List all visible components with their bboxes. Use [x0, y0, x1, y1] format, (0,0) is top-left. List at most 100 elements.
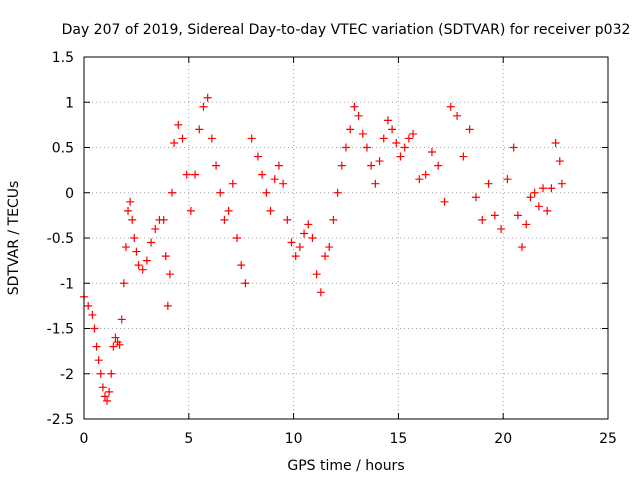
- data-point: [161, 252, 170, 261]
- data-point: [392, 138, 401, 147]
- data-point: [446, 102, 455, 111]
- data-point: [111, 333, 120, 342]
- data-point: [396, 152, 405, 161]
- data-point: [295, 243, 304, 252]
- data-point: [119, 279, 128, 288]
- data-point: [312, 270, 321, 279]
- data-point: [165, 270, 174, 279]
- data-point: [490, 211, 499, 220]
- data-point: [379, 134, 388, 143]
- data-point: [274, 161, 283, 170]
- data-point: [509, 143, 518, 152]
- data-point: [128, 215, 137, 224]
- x-tick-label: 15: [389, 431, 407, 447]
- data-point: [90, 324, 99, 333]
- data-point: [478, 215, 487, 224]
- data-point: [203, 93, 212, 102]
- data-point: [178, 134, 187, 143]
- data-point: [518, 243, 527, 252]
- data-point: [388, 125, 397, 134]
- data-point: [526, 193, 535, 202]
- points-layer: [80, 93, 566, 405]
- data-point: [266, 206, 275, 215]
- data-point: [117, 315, 126, 324]
- data-point: [163, 301, 172, 310]
- data-point: [84, 301, 93, 310]
- data-point: [170, 138, 179, 147]
- data-point: [151, 224, 160, 233]
- data-point: [212, 161, 221, 170]
- data-point: [253, 152, 262, 161]
- ticks-layer: -2.5 -2 -1.5 -1 -0.5 0 0.5 1 1.5 0 5 10 15 20 25: [47, 50, 617, 447]
- data-point: [105, 387, 114, 396]
- y-tick-label: -1.5: [47, 322, 74, 338]
- y-axis-label: SDTVAR / TECUs: [6, 181, 22, 296]
- x-tick-label: 0: [80, 431, 89, 447]
- data-point: [551, 138, 560, 147]
- data-point: [186, 206, 195, 215]
- data-point: [497, 224, 506, 233]
- data-point: [308, 234, 317, 242]
- y-tick-label: 1: [65, 95, 74, 111]
- data-point: [415, 175, 424, 184]
- y-tick-label: 0: [65, 186, 74, 202]
- data-point: [547, 184, 556, 193]
- data-point: [191, 170, 200, 179]
- y-tick-label: -0.5: [47, 231, 74, 247]
- data-point: [421, 170, 430, 179]
- data-point: [539, 184, 548, 193]
- data-point: [465, 125, 474, 134]
- data-point: [543, 206, 552, 215]
- data-point: [216, 188, 225, 197]
- data-point: [459, 152, 468, 161]
- data-point: [434, 161, 443, 170]
- data-point: [94, 356, 103, 365]
- data-point: [371, 179, 380, 188]
- data-point: [88, 310, 97, 319]
- data-point: [270, 175, 279, 184]
- data-point: [400, 143, 409, 152]
- data-point: [207, 134, 216, 143]
- data-point: [247, 134, 256, 143]
- data-point: [96, 369, 105, 378]
- data-point: [358, 129, 367, 138]
- data-point: [337, 161, 346, 170]
- data-point: [316, 288, 325, 297]
- data-point: [453, 111, 462, 120]
- data-point: [237, 261, 246, 270]
- data-point: [530, 188, 539, 197]
- y-tick-label: 1.5: [52, 50, 74, 66]
- data-point: [513, 211, 522, 220]
- data-point: [115, 340, 124, 349]
- data-point: [130, 234, 139, 242]
- data-point: [522, 220, 531, 229]
- data-point: [329, 215, 338, 224]
- data-point: [174, 120, 183, 129]
- data-point: [557, 179, 566, 188]
- data-point: [220, 215, 229, 224]
- data-point: [342, 143, 350, 152]
- x-tick-label: 10: [285, 431, 303, 447]
- data-point: [134, 261, 143, 270]
- x-axis-label: GPS time / hours: [287, 458, 404, 474]
- y-tick-label: 0.5: [52, 141, 74, 157]
- data-point: [354, 111, 363, 120]
- data-point: [534, 202, 543, 211]
- data-point: [503, 175, 512, 184]
- data-point: [103, 396, 112, 405]
- data-point: [100, 392, 109, 401]
- data-point: [92, 342, 101, 351]
- data-point: [404, 134, 413, 143]
- data-point: [471, 193, 480, 202]
- data-point: [258, 170, 267, 179]
- data-point: [199, 102, 208, 111]
- data-point: [440, 197, 449, 206]
- data-point: [109, 342, 118, 351]
- data-point: [279, 179, 288, 188]
- y-tick-label: -2.5: [47, 412, 74, 428]
- data-point: [375, 157, 384, 166]
- x-tick-label: 5: [184, 431, 193, 447]
- data-point: [383, 116, 392, 125]
- data-point: [325, 243, 334, 252]
- data-point: [182, 170, 191, 179]
